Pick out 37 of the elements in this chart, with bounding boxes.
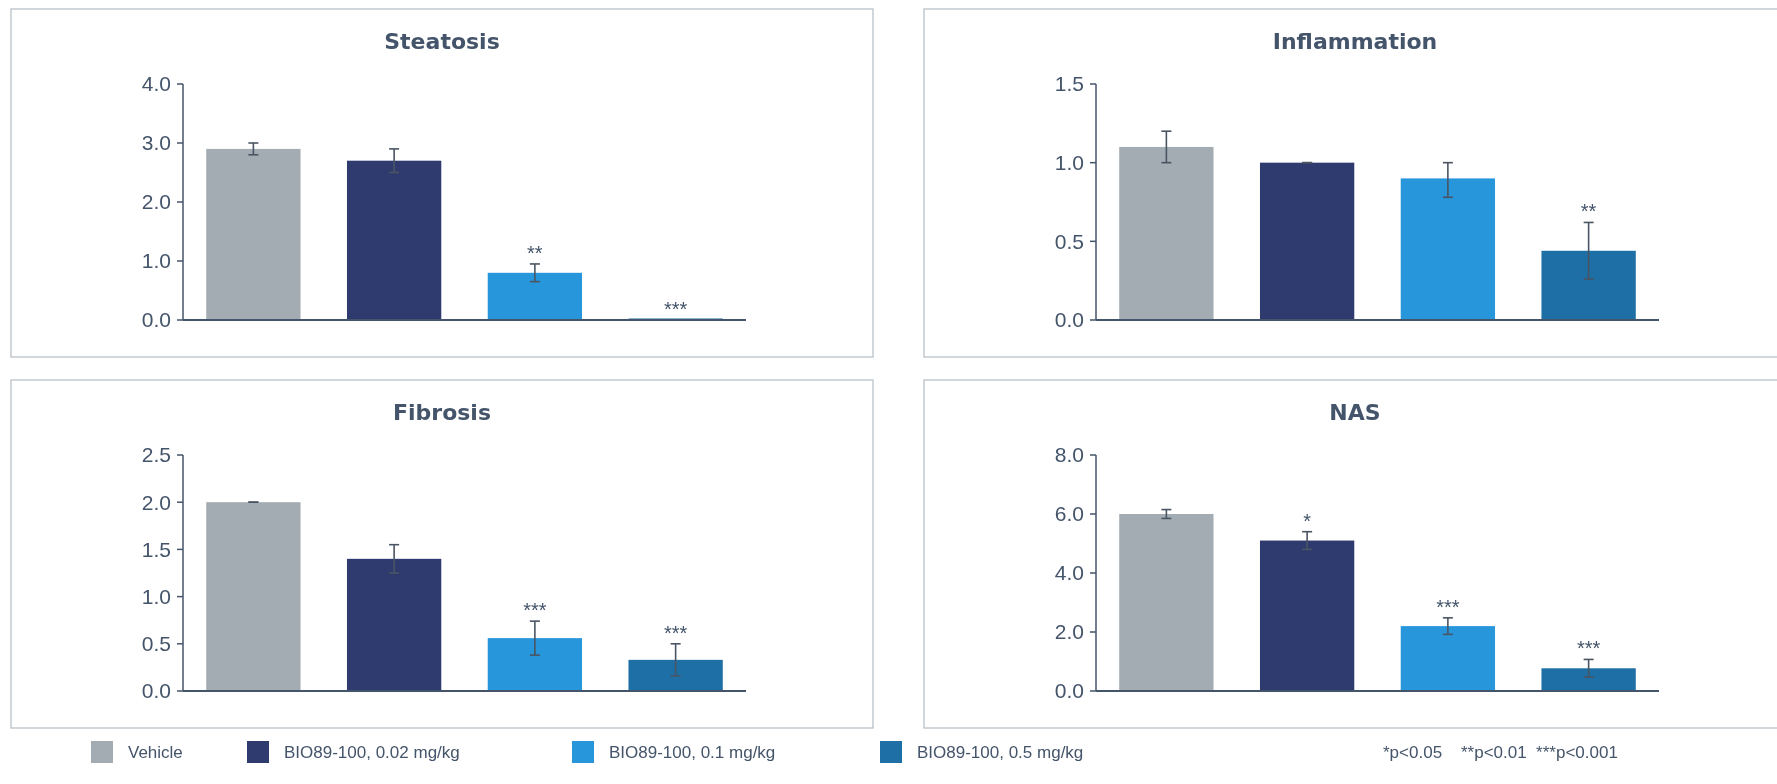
chart-title: Fibrosis [392, 400, 492, 425]
text: *p<0.05 **p<0.01 ***p<0.001 [1383, 742, 1618, 762]
y-tick-label: 0.0 [141, 679, 171, 703]
data-label: *** [1436, 595, 1460, 618]
chart-title: NAS [1329, 400, 1381, 425]
y-tick-label: 0.5 [141, 632, 171, 656]
y-tick-label: 0.5 [1054, 229, 1084, 253]
y-tick-label: 2.5 [141, 443, 171, 467]
y-tick-label: 1.5 [1054, 72, 1084, 96]
y-tick-label: 4.0 [1054, 561, 1084, 585]
y-tick-label: 0.0 [1054, 679, 1084, 703]
y-tick-label: 1.0 [1054, 151, 1084, 175]
data-label: ** [527, 241, 543, 264]
legend-label: BIO89-100, 0.5 mg/kg [917, 742, 1084, 762]
y-tick-label: 6.0 [1054, 502, 1084, 526]
data-label: ** [1580, 200, 1597, 223]
legend-label: Vehicle [128, 742, 183, 762]
y-tick-label: 1.0 [141, 249, 171, 273]
legend-label: BIO89-100, 0.1 mg/kg [609, 742, 776, 762]
data-label: *** [1576, 637, 1601, 660]
y-tick-label: 0.0 [141, 308, 171, 332]
y-tick-label: 2.0 [141, 490, 171, 514]
y-tick-label: 2.0 [1054, 620, 1084, 644]
y-tick-label: 2.0 [141, 190, 171, 214]
y-tick-label: 4.0 [141, 72, 171, 96]
y-tick-label: 0.0 [1054, 308, 1084, 332]
y-tick-label: 1.5 [141, 537, 171, 561]
data-label: * [1303, 509, 1312, 532]
legend-label: BIO89-100, 0.02 mg/kg [284, 742, 460, 762]
y-tick-label: 8.0 [1054, 443, 1084, 467]
data-label: *** [523, 599, 547, 622]
data-label: *** [663, 621, 688, 644]
data-label: *** [663, 298, 688, 320]
chart-title: Inflammation [1272, 29, 1438, 54]
y-tick-label: 1.0 [141, 584, 171, 608]
chart-title: Steatosis [384, 29, 500, 54]
y-tick-label: 3.0 [141, 131, 171, 155]
